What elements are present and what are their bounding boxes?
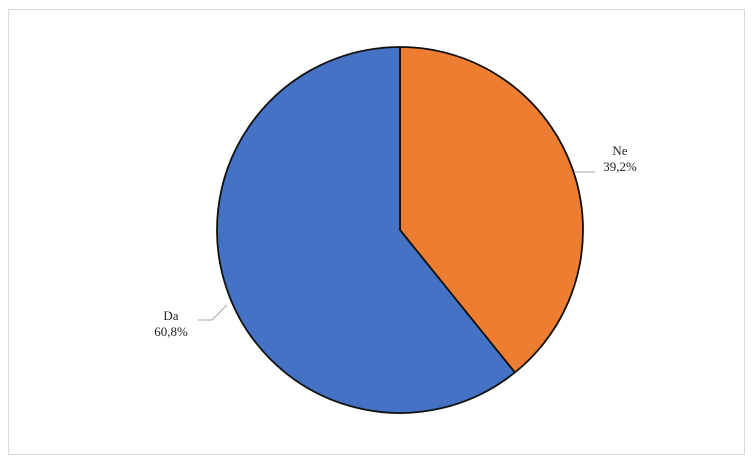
slice-label-da-category: Da bbox=[163, 308, 178, 323]
slice-label-ne-percent: 39,2% bbox=[603, 159, 637, 174]
leader-lines bbox=[198, 171, 595, 321]
slice-label-ne-category: Ne bbox=[612, 143, 627, 158]
pie-slice-da bbox=[216, 46, 516, 414]
slice-label-da-percent: 60,8% bbox=[154, 324, 188, 339]
pie-slice-ne bbox=[399, 46, 584, 374]
pie-slices bbox=[216, 46, 584, 414]
leader-line-da bbox=[198, 304, 228, 321]
